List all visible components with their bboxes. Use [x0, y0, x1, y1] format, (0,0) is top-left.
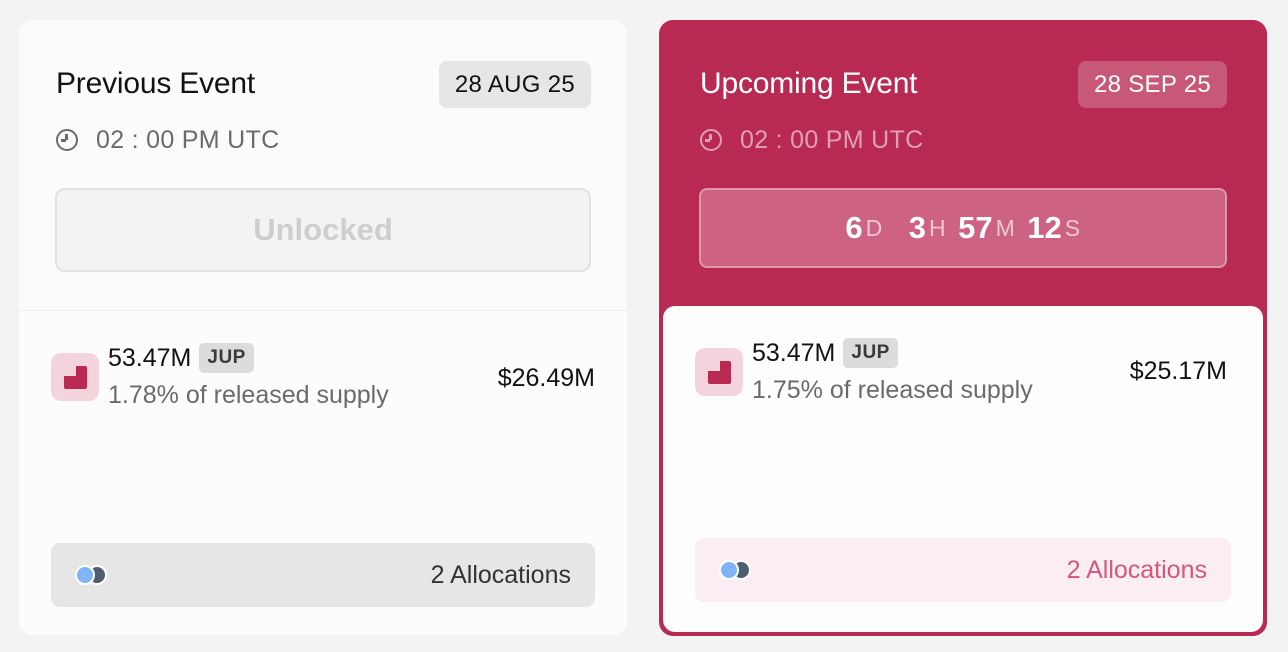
countdown-hours-unit: H: [929, 214, 947, 241]
countdown-seconds: 12: [1027, 210, 1062, 245]
upcoming-supply-percent: 1.75% of released supply: [752, 376, 1033, 404]
upcoming-event-header: Upcoming Event 28 SEP 25 02 : 00 PM UTC …: [659, 20, 1267, 308]
allocation-dots-icon: [719, 560, 755, 580]
upcoming-allocations-label: 2 Allocations: [1066, 555, 1207, 584]
clock-icon: [700, 129, 722, 151]
upcoming-event-time: 02 : 00 PM UTC: [700, 124, 923, 156]
upcoming-allocations-button[interactable]: 2 Allocations: [695, 538, 1231, 602]
countdown-minutes-unit: M: [995, 214, 1016, 241]
upcoming-event-date-badge: 28 SEP 25: [1077, 61, 1227, 108]
upcoming-usd-value: $25.17M: [1129, 357, 1227, 385]
previous-allocations-button[interactable]: 2 Allocations: [51, 543, 595, 607]
upcoming-event-title: Upcoming Event: [700, 67, 918, 100]
token-symbol-badge: JUP: [199, 343, 254, 373]
previous-supply-percent: 1.78% of released supply: [108, 381, 389, 409]
countdown-hours: 3: [908, 210, 926, 245]
upcoming-event-time-text: 02 : 00 PM UTC: [740, 126, 924, 154]
jup-token-icon: [695, 348, 743, 396]
upcoming-event-details: 53.47M JUP 1.75% of released supply $25.…: [663, 306, 1263, 632]
previous-event-time: 02 : 00 PM UTC: [56, 124, 279, 156]
previous-event-card: Previous Event 28 AUG 25 02 : 00 PM UTC …: [19, 20, 627, 635]
previous-event-title: Previous Event: [56, 67, 255, 100]
previous-usd-value: $26.49M: [497, 364, 595, 392]
upcoming-event-card: Upcoming Event 28 SEP 25 02 : 00 PM UTC …: [659, 20, 1267, 636]
previous-event-details: 53.47M JUP 1.78% of released supply $26.…: [19, 310, 627, 635]
clock-icon: [56, 129, 78, 151]
previous-token-amount: 53.47M JUP: [108, 343, 254, 373]
allocation-dots-icon: [75, 565, 111, 585]
token-symbol-badge: JUP: [843, 338, 898, 368]
countdown-days: 6: [845, 210, 863, 245]
previous-amount-value: 53.47M: [108, 344, 192, 372]
jup-token-icon: [51, 353, 99, 401]
previous-event-header: Previous Event 28 AUG 25 02 : 00 PM UTC …: [19, 20, 627, 308]
previous-allocations-label: 2 Allocations: [430, 560, 571, 589]
previous-event-date-badge: 28 AUG 25: [438, 61, 591, 108]
upcoming-amount-value: 53.47M: [752, 339, 836, 367]
previous-event-time-text: 02 : 00 PM UTC: [96, 126, 280, 154]
upcoming-token-amount: 53.47M JUP: [752, 338, 898, 368]
countdown-timer: 6 D 3 H 57 M 12 S: [699, 188, 1227, 268]
countdown-seconds-unit: S: [1064, 214, 1081, 241]
countdown-minutes: 57: [958, 210, 993, 245]
unlocked-status-button: Unlocked: [55, 188, 591, 272]
countdown-days-unit: D: [865, 214, 883, 241]
